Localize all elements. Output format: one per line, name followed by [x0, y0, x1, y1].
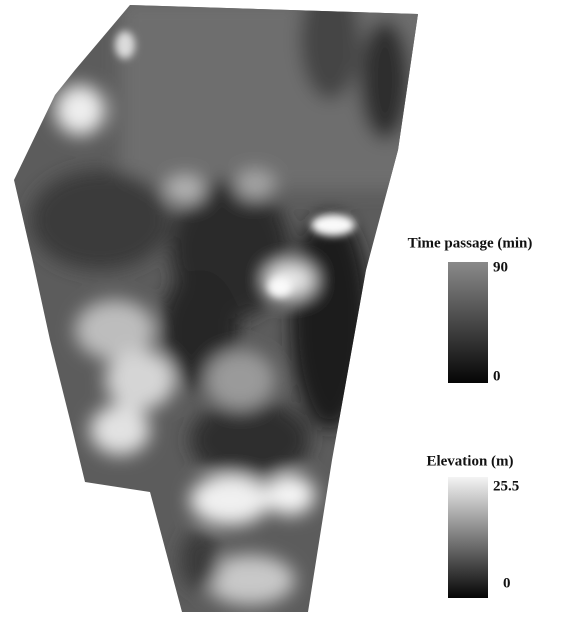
- raster-map: [0, 0, 584, 619]
- legend-min: 0: [493, 368, 501, 384]
- legend-title: Time passage (min): [408, 235, 533, 251]
- legend-min: 0: [503, 575, 511, 591]
- legend-title: Elevation (m): [426, 453, 513, 469]
- legend-max: 90: [493, 259, 508, 275]
- map-figure: Time passage (min) 90 0 Elevation (m) 25…: [0, 0, 584, 619]
- legend-max: 25.5: [493, 478, 519, 494]
- time-color-bar: [448, 262, 488, 383]
- elevation-color-bar: [448, 477, 488, 598]
